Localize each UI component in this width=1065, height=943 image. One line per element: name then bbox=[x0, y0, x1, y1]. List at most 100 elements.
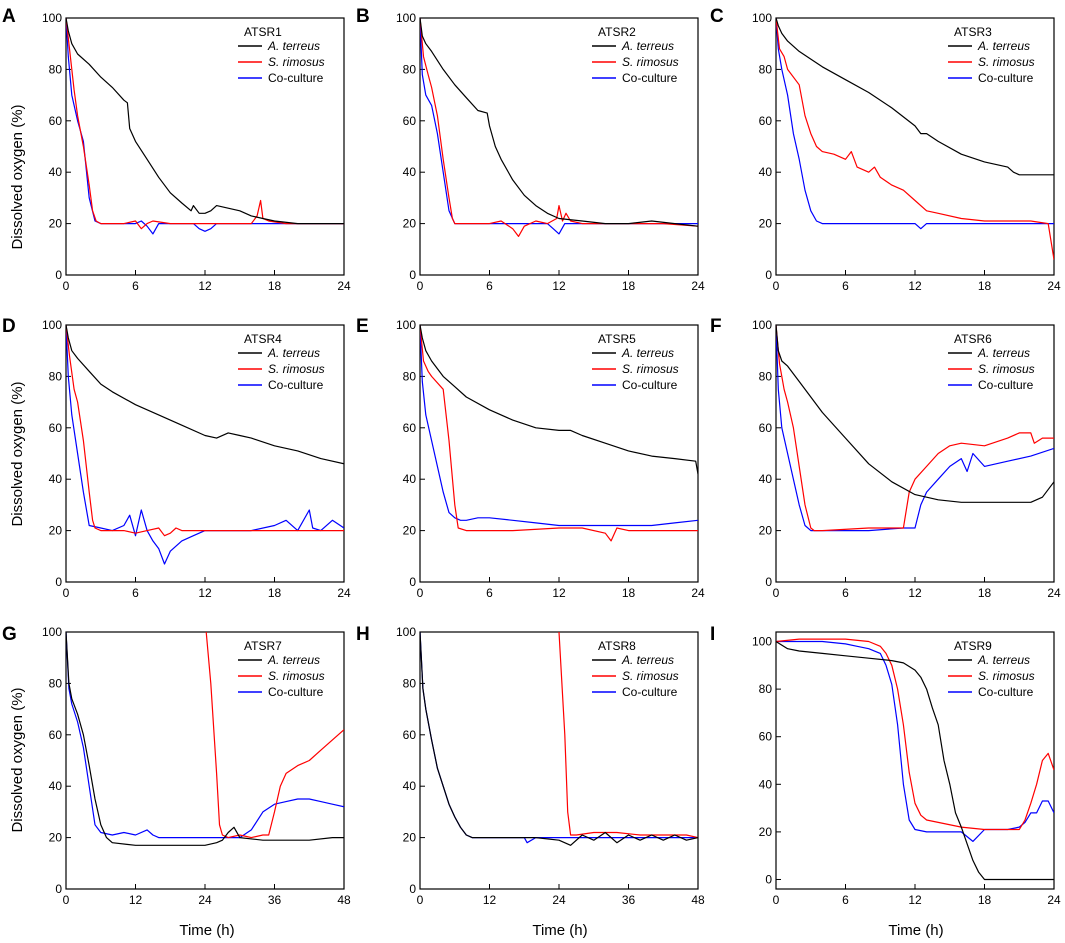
series-line-s-rimosus bbox=[205, 632, 344, 839]
y-tick-label: 80 bbox=[403, 369, 417, 383]
panel-title: ATSR6 bbox=[954, 332, 992, 346]
y-tick-label: 100 bbox=[396, 318, 416, 332]
x-tick-label: 0 bbox=[63, 586, 70, 600]
y-tick-label: 40 bbox=[403, 472, 417, 486]
x-tick-label: 6 bbox=[842, 279, 849, 293]
y-tick-label: 80 bbox=[403, 62, 417, 76]
series-group bbox=[420, 325, 698, 542]
legend-label-s-rimosus: S. rimosus bbox=[622, 669, 679, 683]
x-tick-label: 0 bbox=[773, 586, 780, 600]
x-tick-label: 24 bbox=[198, 893, 212, 907]
y-tick-label: 60 bbox=[49, 421, 63, 435]
series-line-a-terreus bbox=[66, 632, 344, 846]
x-tick-label: 24 bbox=[1047, 279, 1061, 293]
y-tick-label: 100 bbox=[42, 318, 62, 332]
x-tick-label: 24 bbox=[552, 893, 566, 907]
x-tick-label: 12 bbox=[908, 279, 922, 293]
x-tick-label: 24 bbox=[1047, 893, 1061, 907]
x-tick-label: 6 bbox=[486, 586, 493, 600]
panel-letter: H bbox=[356, 624, 370, 645]
legend-label-a-terreus: A. terreus bbox=[977, 346, 1030, 360]
series-line-a-terreus bbox=[776, 18, 1054, 176]
series-line-a-terreus bbox=[420, 325, 698, 475]
legend-label-a-terreus: A. terreus bbox=[267, 653, 320, 667]
y-tick-label: 0 bbox=[765, 872, 772, 886]
x-tick-label: 48 bbox=[337, 893, 351, 907]
series-line-co-culture bbox=[776, 640, 1054, 843]
series-line-a-terreus bbox=[420, 632, 698, 846]
y-tick-label: 20 bbox=[49, 217, 63, 231]
y-tick-label: 0 bbox=[409, 575, 416, 589]
series-line-s-rimosus bbox=[420, 18, 698, 237]
y-tick-label: 60 bbox=[759, 730, 773, 744]
x-axis-title-col2: Time (h) bbox=[532, 922, 587, 939]
x-tick-label: 24 bbox=[691, 279, 705, 293]
y-tick-label: 80 bbox=[49, 62, 63, 76]
x-tick-label: 0 bbox=[417, 279, 424, 293]
panel-letter: B bbox=[356, 6, 370, 27]
legend-label-co-culture: Co-culture bbox=[978, 71, 1034, 85]
y-tick-label: 80 bbox=[759, 369, 773, 383]
panel-letter: G bbox=[2, 624, 17, 645]
x-tick-label: 24 bbox=[337, 279, 351, 293]
legend-label-co-culture: Co-culture bbox=[622, 685, 678, 699]
x-tick-label: 0 bbox=[773, 279, 780, 293]
series-group bbox=[420, 632, 698, 846]
y-tick-label: 100 bbox=[752, 11, 772, 25]
x-tick-label: 0 bbox=[773, 893, 780, 907]
y-tick-label: 20 bbox=[403, 524, 417, 538]
x-tick-label: 6 bbox=[486, 279, 493, 293]
x-tick-label: 18 bbox=[622, 279, 636, 293]
x-tick-label: 12 bbox=[198, 279, 212, 293]
x-tick-label: 36 bbox=[622, 893, 636, 907]
y-tick-label: 60 bbox=[403, 421, 417, 435]
y-tick-label: 40 bbox=[759, 472, 773, 486]
panel-title: ATSR8 bbox=[598, 639, 636, 653]
series-line-co-culture bbox=[66, 325, 344, 565]
x-tick-label: 48 bbox=[691, 893, 705, 907]
x-tick-label: 18 bbox=[622, 586, 636, 600]
y-tick-label: 80 bbox=[49, 369, 63, 383]
legend: A. terreus S. rimosus Co-culture bbox=[592, 346, 679, 392]
panel-title: ATSR9 bbox=[954, 639, 992, 653]
y-tick-label: 20 bbox=[759, 524, 773, 538]
legend-label-a-terreus: A. terreus bbox=[621, 346, 674, 360]
y-tick-label: 0 bbox=[55, 575, 62, 589]
legend-label-s-rimosus: S. rimosus bbox=[622, 362, 679, 376]
y-tick-label: 60 bbox=[49, 728, 63, 742]
series-line-co-culture bbox=[776, 18, 1054, 230]
legend-label-co-culture: Co-culture bbox=[978, 378, 1034, 392]
y-tick-label: 0 bbox=[765, 268, 772, 282]
y-tick-label: 100 bbox=[752, 635, 772, 649]
x-tick-label: 24 bbox=[691, 586, 705, 600]
series-line-s-rimosus bbox=[558, 632, 698, 839]
legend-label-s-rimosus: S. rimosus bbox=[622, 55, 679, 69]
y-axis-title-row3: Dissolved oxygen (%) bbox=[9, 687, 26, 832]
legend: A. terreus S. rimosus Co-culture bbox=[238, 653, 325, 699]
legend-label-co-culture: Co-culture bbox=[268, 71, 324, 85]
x-tick-label: 0 bbox=[417, 893, 424, 907]
legend-label-a-terreus: A. terreus bbox=[621, 39, 674, 53]
x-tick-label: 12 bbox=[552, 586, 566, 600]
x-tick-label: 12 bbox=[198, 586, 212, 600]
series-line-a-terreus bbox=[420, 18, 698, 227]
x-tick-label: 18 bbox=[268, 586, 282, 600]
y-tick-label: 100 bbox=[42, 11, 62, 25]
series-line-s-rimosus bbox=[420, 325, 698, 542]
series-group bbox=[776, 325, 1054, 532]
legend-label-a-terreus: A. terreus bbox=[267, 39, 320, 53]
legend-label-s-rimosus: S. rimosus bbox=[268, 362, 325, 376]
legend: A. terreus S. rimosus Co-culture bbox=[592, 39, 679, 85]
x-tick-label: 18 bbox=[978, 279, 992, 293]
panel-letter: E bbox=[356, 316, 369, 337]
x-tick-label: 6 bbox=[132, 279, 139, 293]
